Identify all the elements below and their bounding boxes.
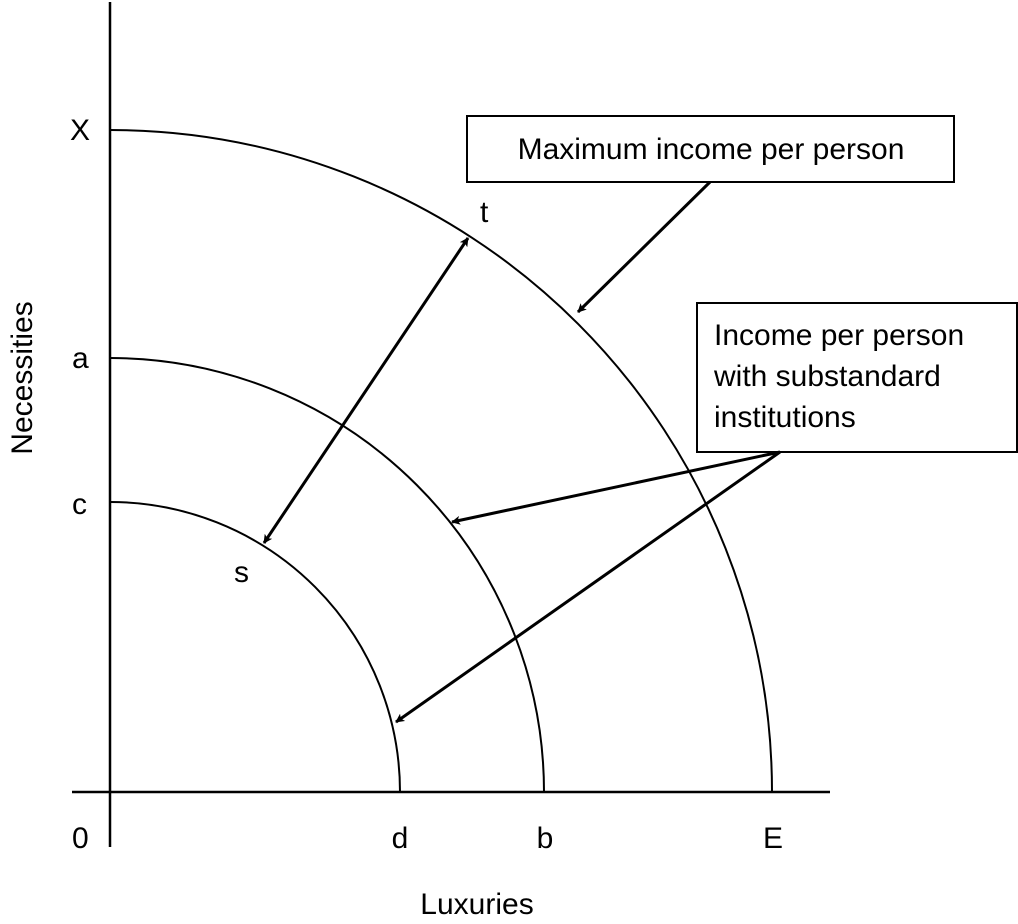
x-tick-d: d [392, 822, 409, 855]
middle-frontier-curve [109, 357, 545, 793]
point-s-label: s [234, 556, 249, 589]
origin-label: 0 [72, 822, 89, 855]
substandard-callout-line-2: with substandard [713, 360, 941, 393]
substandard-inner-pointer-arrow [395, 450, 781, 724]
y-axis-title: Necessities [6, 301, 39, 454]
outer-frontier-curve [109, 129, 773, 793]
t-s-double-arrow [262, 237, 470, 544]
y-tick-c: c [72, 488, 87, 521]
y-tick-a: a [72, 342, 89, 375]
maximum-income-callout-box [466, 115, 955, 183]
substandard-income-callout-box [696, 302, 1018, 453]
substandard-callout-line-1: Income per person [714, 319, 964, 352]
point-t-label: t [480, 196, 489, 229]
substandard-callout-line-3: institutions [714, 401, 856, 434]
x-axis-title: Luxuries [420, 888, 533, 921]
inner-frontier-curve [109, 501, 401, 793]
substandard-middle-pointer-arrow [451, 450, 781, 525]
x-tick-b: b [537, 822, 554, 855]
x-tick-E: E [763, 822, 783, 855]
y-tick-X: X [70, 114, 90, 147]
maximum-income-pointer-arrow [576, 180, 712, 314]
maximum-income-callout-text: Maximum income per person [518, 133, 905, 166]
